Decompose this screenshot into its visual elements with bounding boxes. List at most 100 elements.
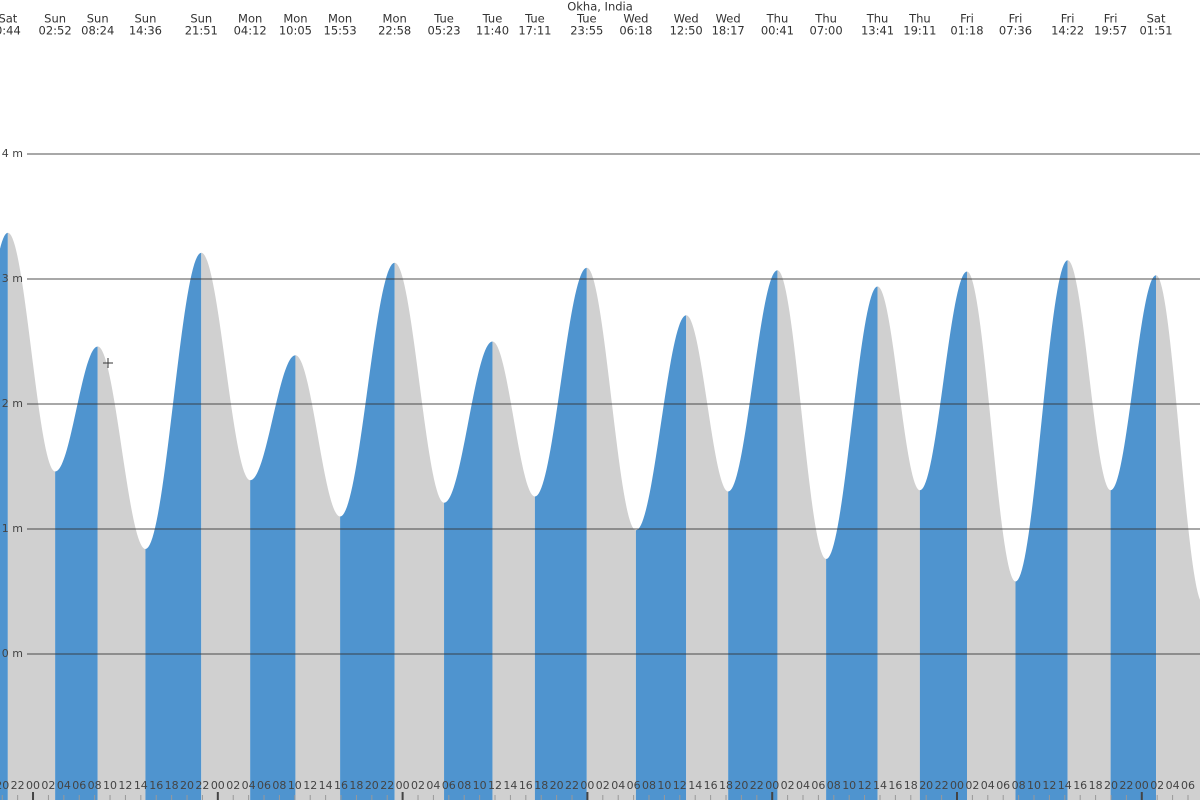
extreme-day: Thu	[814, 12, 837, 26]
extreme-time: 10:05	[279, 24, 312, 38]
extreme-time: 07:00	[810, 24, 843, 38]
extreme-day: Fri	[1104, 12, 1118, 26]
x-tick-label: 22	[380, 779, 394, 792]
x-tick-label: 10	[473, 779, 487, 792]
extreme-time: 07:36	[999, 24, 1032, 38]
tide-segment	[728, 270, 778, 800]
x-tick-label: 20	[734, 779, 748, 792]
x-tick-label: 10	[1027, 779, 1041, 792]
extreme-time: 08:24	[81, 24, 114, 38]
tide-segment	[201, 252, 251, 800]
x-tick-label: 02	[411, 779, 425, 792]
extreme-day: Wed	[623, 12, 648, 26]
extreme-time: 06:18	[619, 24, 652, 38]
extreme-day: Tue	[433, 12, 454, 26]
x-tick-label: 20	[180, 779, 194, 792]
extreme-day: Sat	[1147, 12, 1166, 26]
tide-areas	[0, 232, 1200, 800]
x-tick-label: 14	[134, 779, 148, 792]
extreme-day: Wed	[674, 12, 699, 26]
extreme-time: 05:23	[427, 24, 460, 38]
grid	[27, 153, 1200, 655]
extreme-time: 13:41	[861, 24, 894, 38]
x-tick-label: 18	[349, 779, 363, 792]
x-tick-label: 02	[1150, 779, 1164, 792]
x-tick-label: 12	[1042, 779, 1056, 792]
extreme-day: Thu	[908, 12, 931, 26]
x-tick-label: 04	[611, 779, 625, 792]
x-tick-label: 02	[781, 779, 795, 792]
extreme-day: Thu	[766, 12, 789, 26]
x-tick-label: 04	[426, 779, 440, 792]
x-tick-label: 00	[26, 779, 40, 792]
x-tick-label: 08	[457, 779, 471, 792]
tide-segment	[1156, 275, 1200, 800]
tide-segment	[1067, 260, 1111, 800]
x-tick-label: 04	[796, 779, 810, 792]
tide-segment	[55, 346, 98, 800]
tide-segment	[444, 341, 493, 800]
tide-segment	[295, 355, 341, 800]
labels: 0 m1 m2 m3 m4 m2022000204060810121416182…	[0, 12, 1200, 800]
extreme-day: Thu	[866, 12, 889, 26]
tide-segment	[586, 267, 636, 800]
y-tick-label: 2 m	[2, 397, 23, 410]
x-tick-label: 22	[1119, 779, 1133, 792]
x-tick-label: 06	[72, 779, 86, 792]
x-tick-label: 06	[442, 779, 456, 792]
extreme-time: 22:58	[378, 24, 411, 38]
x-tick-label: 10	[103, 779, 117, 792]
tide-segment	[534, 267, 587, 800]
x-tick-label: 04	[242, 779, 256, 792]
x-tick-label: 00	[211, 779, 225, 792]
x-tick-label: 00	[950, 779, 964, 792]
x-tick-label: 08	[88, 779, 102, 792]
extreme-day: Mon	[238, 12, 262, 26]
y-tick-label: 1 m	[2, 522, 23, 535]
x-tick-label: 16	[334, 779, 348, 792]
extreme-day: Fri	[960, 12, 974, 26]
x-tick-label: 18	[719, 779, 733, 792]
x-tick-label: 20	[365, 779, 379, 792]
extreme-day: Sun	[87, 12, 109, 26]
extreme-time: 0:44	[0, 24, 21, 38]
x-tick-label: 00	[580, 779, 594, 792]
extreme-time: 14:36	[129, 24, 162, 38]
x-tick-label: 16	[519, 779, 533, 792]
extreme-day: Mon	[283, 12, 307, 26]
extreme-time: 01:51	[1139, 24, 1172, 38]
extreme-day: Tue	[524, 12, 545, 26]
x-tick-label: 04	[981, 779, 995, 792]
tide-segment	[394, 262, 445, 800]
extreme-day: Fri	[1061, 12, 1075, 26]
x-tick-label: 14	[1058, 779, 1072, 792]
x-tick-label: 08	[642, 779, 656, 792]
extreme-time: 17:11	[518, 24, 551, 38]
x-tick-label: 02	[226, 779, 240, 792]
tide-segment	[1015, 260, 1068, 800]
x-tick-label: 14	[688, 779, 702, 792]
tide-segment	[340, 262, 395, 800]
x-tick-label: 14	[319, 779, 333, 792]
extreme-time: 14:22	[1051, 24, 1084, 38]
extreme-day: Mon	[328, 12, 352, 26]
x-tick-label: 18	[904, 779, 918, 792]
y-tick-label: 3 m	[2, 272, 23, 285]
extreme-time: 19:57	[1094, 24, 1127, 38]
x-tick-label: 16	[1073, 779, 1087, 792]
x-tick-label: 18	[1089, 779, 1103, 792]
x-tick-label: 12	[303, 779, 317, 792]
extreme-time: 01:18	[950, 24, 983, 38]
x-tick-label: 00	[1135, 779, 1149, 792]
extreme-day: Wed	[716, 12, 741, 26]
extreme-day: Tue	[576, 12, 597, 26]
x-tick-label: 00	[396, 779, 410, 792]
x-tick-label: 12	[118, 779, 132, 792]
tide-segment	[97, 346, 146, 800]
x-tick-label: 02	[596, 779, 610, 792]
extreme-day: Sun	[190, 12, 212, 26]
chart-title: Okha, India	[567, 0, 633, 14]
extreme-time: 11:40	[476, 24, 509, 38]
